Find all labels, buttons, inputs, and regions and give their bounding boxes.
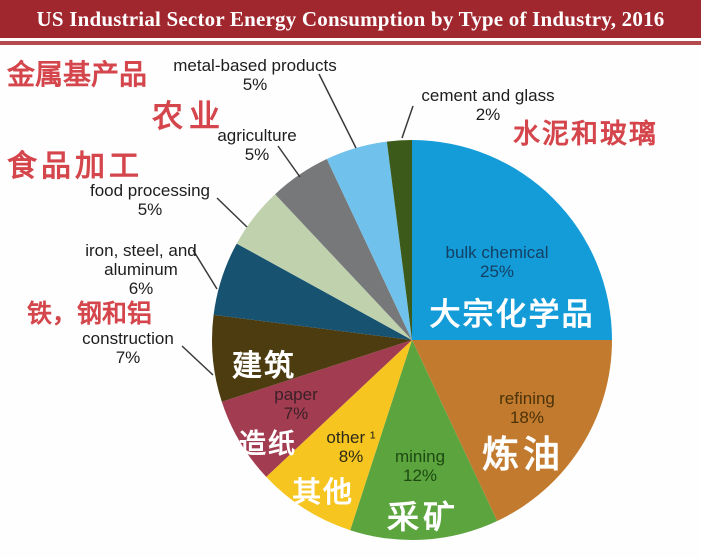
label-pct: 5%	[242, 75, 268, 94]
label-text: iron, steel, and aluminum	[85, 241, 197, 279]
label-paper: paper 7%	[274, 385, 317, 423]
pie-slice-construction	[212, 314, 412, 402]
label-other: other ¹ 8%	[326, 428, 375, 466]
label-zh-mining: 采矿	[386, 499, 460, 535]
pie-slice-cement-and-glass	[386, 140, 412, 340]
pie-slice-iron-steel-and-aluminum	[213, 243, 412, 340]
label-text: metal-based products	[173, 56, 337, 75]
pie-slice-agriculture	[275, 159, 412, 340]
page-title: US Industrial Sector Energy Consumption …	[36, 6, 665, 31]
label-text: construction	[82, 329, 174, 348]
pie-slice-paper	[221, 340, 412, 477]
leader-line-agriculture	[277, 145, 301, 178]
label-text: refining	[499, 389, 555, 408]
label-zh-refining: 炼油	[482, 434, 564, 475]
label-pct: 5%	[244, 145, 270, 164]
label-zh-food-processing: 食品加工	[7, 150, 143, 183]
pie-slices	[212, 140, 612, 541]
title-bar: US Industrial Sector Energy Consumption …	[0, 0, 701, 38]
label-iron-steel-aluminum: iron, steel, and aluminum 6%	[78, 241, 204, 298]
leader-line-cement-and-glass	[401, 105, 414, 139]
label-pct: 12%	[402, 466, 438, 485]
label-text: food processing	[89, 181, 211, 200]
label-pct: 5%	[137, 200, 163, 219]
label-cement-and-glass: cement and glass 2%	[421, 86, 554, 124]
label-pct: 18%	[509, 408, 545, 427]
label-text: agriculture	[217, 126, 297, 145]
pie-slice-other	[266, 340, 412, 531]
label-refining: refining 18%	[499, 389, 555, 427]
leader-line-construction	[181, 345, 214, 376]
pie-slice-metal-based-products	[326, 141, 412, 340]
label-zh-agriculture: 农业	[152, 99, 226, 134]
label-zh-iron-steel-aluminum: 铁，钢和铝	[27, 300, 153, 328]
label-zh-bulk-chemical: 大宗化学品	[429, 297, 595, 332]
label-text: cement and glass	[421, 86, 555, 105]
label-mining: mining 12%	[395, 447, 445, 485]
label-text: mining	[394, 447, 446, 466]
label-zh-cement-and-glass: 水泥和玻璃	[513, 119, 658, 149]
leader-line-metal-based-products	[318, 73, 357, 149]
label-text: paper	[274, 385, 318, 404]
label-agriculture: agriculture 5%	[217, 126, 296, 164]
pie-slice-refining	[412, 340, 612, 521]
label-pct: 25%	[479, 262, 515, 281]
pie-slice-mining	[350, 340, 498, 541]
label-zh-other: 其他	[291, 477, 355, 509]
label-text: bulk chemical	[445, 243, 549, 262]
label-zh-construction: 建筑	[232, 350, 296, 383]
title-underline	[0, 41, 701, 45]
label-metal-based-products: metal-based products 5%	[173, 56, 336, 94]
label-zh-paper: 造纸	[239, 429, 297, 459]
label-pct: 8%	[338, 447, 364, 466]
label-zh-metal-based-products: 金属基产品	[7, 59, 148, 90]
label-pct: 2%	[475, 105, 501, 124]
label-text: other ¹	[326, 428, 376, 447]
leader-lines	[181, 73, 414, 376]
leader-line-iron-steel-aluminum	[192, 249, 218, 290]
label-construction: construction 7%	[82, 329, 174, 367]
label-bulk-chemical: bulk chemical 25%	[446, 243, 549, 281]
leader-line-food-processing	[216, 197, 248, 228]
label-pct: 7%	[115, 348, 141, 367]
label-food-processing: food processing 5%	[90, 181, 210, 219]
pie-slice-food-processing	[236, 194, 412, 340]
label-pct: 6%	[128, 279, 154, 298]
pie-slice-bulk-chemical	[412, 140, 612, 340]
label-pct: 7%	[283, 404, 309, 423]
